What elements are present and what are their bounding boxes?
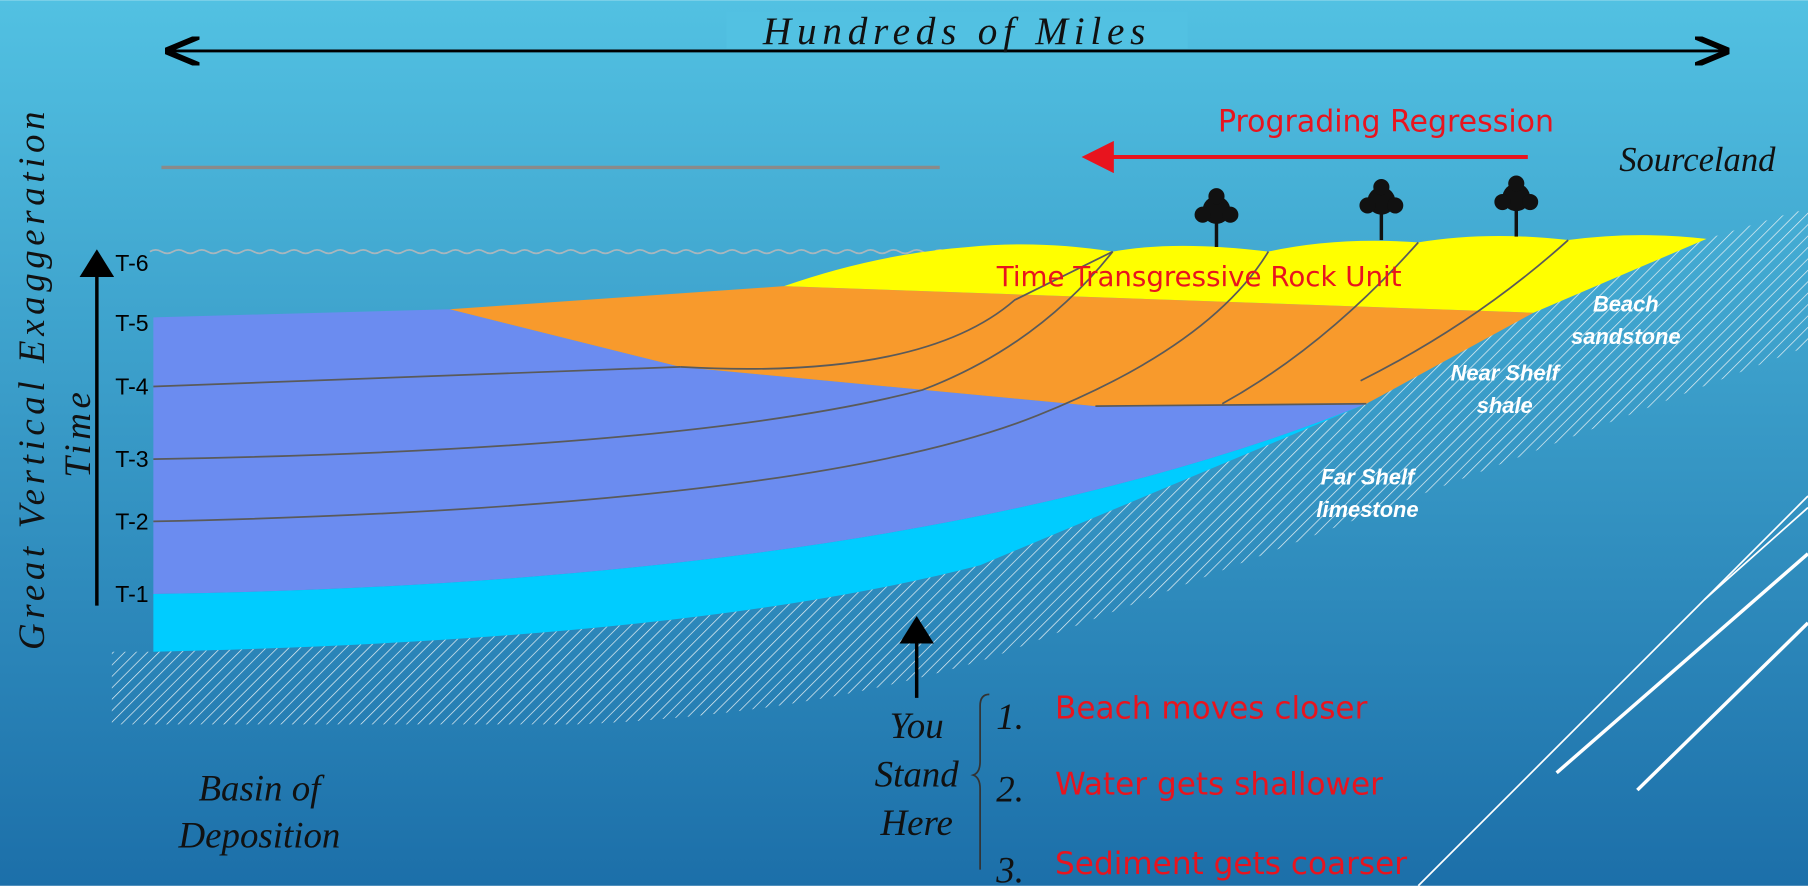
near-shelf-label: shale <box>1477 393 1533 418</box>
stand-label: Stand <box>875 754 960 795</box>
list-number: 1. <box>996 696 1024 737</box>
time-label: Time <box>57 388 98 478</box>
time-tick: T-5 <box>115 310 148 336</box>
title: Hundreds of Miles <box>762 10 1151 53</box>
sourceland: Sourceland <box>1619 141 1776 179</box>
far-shelf-label: Far Shelf <box>1321 465 1417 490</box>
basin-label: Basin of <box>198 767 325 808</box>
stand-label: You <box>890 705 944 746</box>
basin-label: Deposition <box>178 815 341 856</box>
beach-label: Beach <box>1593 292 1659 317</box>
vertical-label: Great Vertical Exaggeration <box>11 107 52 650</box>
list-text: Water gets shallower <box>1055 767 1383 803</box>
slide: Hundreds of Miles Great Vertical Exagger… <box>0 0 1808 886</box>
time-tick: T-3 <box>115 446 148 472</box>
list-text: Sediment gets coarser <box>1055 846 1407 882</box>
page: Hundreds of Miles Great Vertical Exagger… <box>0 0 1808 886</box>
list-number: 2. <box>996 769 1024 810</box>
time-tick: T-4 <box>115 374 148 400</box>
list-text: Beach moves closer <box>1055 691 1368 727</box>
beach-label: sandstone <box>1571 324 1680 349</box>
prograding-label: Prograding Regression <box>1218 105 1554 140</box>
stand-label: Here <box>880 802 953 843</box>
time-tick: T-2 <box>115 508 148 534</box>
time-tick: T-1 <box>115 581 148 607</box>
list-number: 3. <box>995 849 1024 886</box>
near-shelf-label: Near Shelf <box>1451 361 1562 386</box>
time-tick: T-6 <box>115 250 148 276</box>
rock-unit-label: Time Transgressive Rock Unit <box>996 260 1402 293</box>
far-shelf-label: limestone <box>1316 497 1418 522</box>
